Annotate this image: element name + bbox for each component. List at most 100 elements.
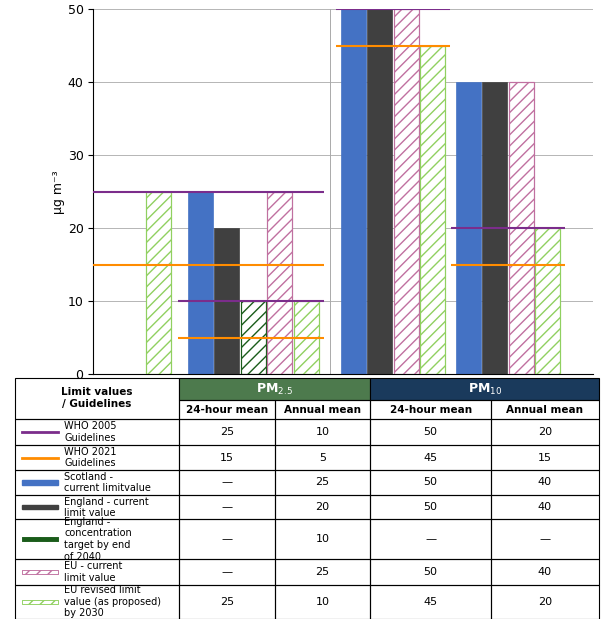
Bar [420, 46, 445, 374]
Bar [370, 495, 491, 519]
Text: 40: 40 [538, 477, 552, 487]
Bar [179, 495, 275, 519]
Text: EU - current
limit value: EU - current limit value [64, 561, 123, 582]
Bar [394, 9, 419, 374]
Bar [394, 9, 419, 374]
Y-axis label: µg m⁻³: µg m⁻³ [52, 170, 65, 214]
Bar [491, 400, 599, 419]
Bar [22, 600, 58, 604]
Text: Annual mean: Annual mean [506, 405, 583, 415]
Bar [179, 378, 370, 400]
Text: 20: 20 [538, 427, 552, 437]
Bar [22, 569, 58, 574]
Bar [294, 301, 318, 374]
Text: 50: 50 [424, 477, 438, 487]
Bar [15, 584, 179, 619]
Bar [535, 228, 560, 374]
Text: 10: 10 [315, 597, 329, 607]
Text: Annual mean: Annual mean [284, 405, 361, 415]
Text: 15: 15 [220, 452, 234, 462]
Bar [22, 569, 58, 574]
Text: 24-hour mean: 24-hour mean [185, 405, 268, 415]
Text: WHO 2005
Guidelines: WHO 2005 Guidelines [64, 422, 117, 443]
Text: —: — [221, 534, 232, 544]
Text: —: — [221, 567, 232, 577]
Text: 25: 25 [315, 477, 329, 487]
Text: PM$_{2.5}$: PM$_{2.5}$ [256, 381, 293, 397]
Bar [275, 470, 370, 495]
Bar [370, 419, 491, 446]
Bar [509, 82, 534, 374]
Bar [370, 519, 491, 559]
Text: WHO 2021
Guidelines: WHO 2021 Guidelines [64, 447, 117, 469]
Bar [275, 419, 370, 446]
Bar [370, 470, 491, 495]
Text: 10: 10 [315, 427, 329, 437]
Bar [15, 378, 179, 419]
Bar [179, 584, 275, 619]
Bar [275, 446, 370, 470]
Bar [491, 584, 599, 619]
Bar [491, 495, 599, 519]
Bar [370, 378, 599, 400]
Bar [535, 228, 560, 374]
Text: 50: 50 [424, 427, 438, 437]
Text: EU revised limit
value (as proposed)
by 2030: EU revised limit value (as proposed) by … [64, 585, 161, 618]
Text: 20: 20 [538, 597, 552, 607]
Bar [294, 301, 318, 374]
Text: 24-hour mean: 24-hour mean [389, 405, 472, 415]
Text: 50: 50 [424, 567, 438, 577]
Bar [179, 559, 275, 584]
Bar [179, 470, 275, 495]
Text: England - current
limit value: England - current limit value [64, 496, 149, 518]
Text: 20: 20 [315, 503, 329, 513]
Bar [491, 419, 599, 446]
Bar [482, 82, 507, 374]
Bar [241, 301, 265, 374]
Bar [491, 519, 599, 559]
Bar [267, 192, 292, 374]
Bar [370, 584, 491, 619]
Bar [22, 537, 58, 542]
Bar [179, 419, 275, 446]
Bar [275, 495, 370, 519]
Bar [370, 400, 491, 419]
Bar [275, 519, 370, 559]
Bar [179, 400, 275, 419]
Bar [241, 301, 265, 374]
Bar [22, 537, 58, 542]
Bar [341, 9, 366, 374]
Bar [15, 495, 179, 519]
Text: 45: 45 [424, 597, 438, 607]
Bar [15, 470, 179, 495]
Text: 50: 50 [424, 503, 438, 513]
Bar [15, 419, 179, 446]
Bar [420, 46, 445, 374]
Bar [15, 559, 179, 584]
Bar [491, 470, 599, 495]
Bar [146, 192, 171, 374]
Bar [275, 400, 370, 419]
Bar [456, 82, 481, 374]
Bar [179, 446, 275, 470]
Text: 25: 25 [220, 597, 234, 607]
Bar [15, 446, 179, 470]
Bar [22, 600, 58, 604]
Text: 10: 10 [315, 534, 329, 544]
Text: —: — [539, 534, 550, 544]
Text: —: — [425, 534, 436, 544]
Text: Limit values
/ Guidelines: Limit values / Guidelines [61, 387, 132, 409]
Bar [491, 446, 599, 470]
Bar [15, 519, 179, 559]
Text: PM$_{10}$: PM$_{10}$ [468, 381, 502, 397]
Bar [275, 584, 370, 619]
Bar [22, 480, 58, 485]
Bar [267, 192, 292, 374]
Bar [367, 9, 393, 374]
Text: 40: 40 [538, 567, 552, 577]
Text: 15: 15 [538, 452, 552, 462]
Bar [275, 559, 370, 584]
Bar [214, 228, 239, 374]
Text: 25: 25 [220, 427, 234, 437]
Bar [491, 559, 599, 584]
